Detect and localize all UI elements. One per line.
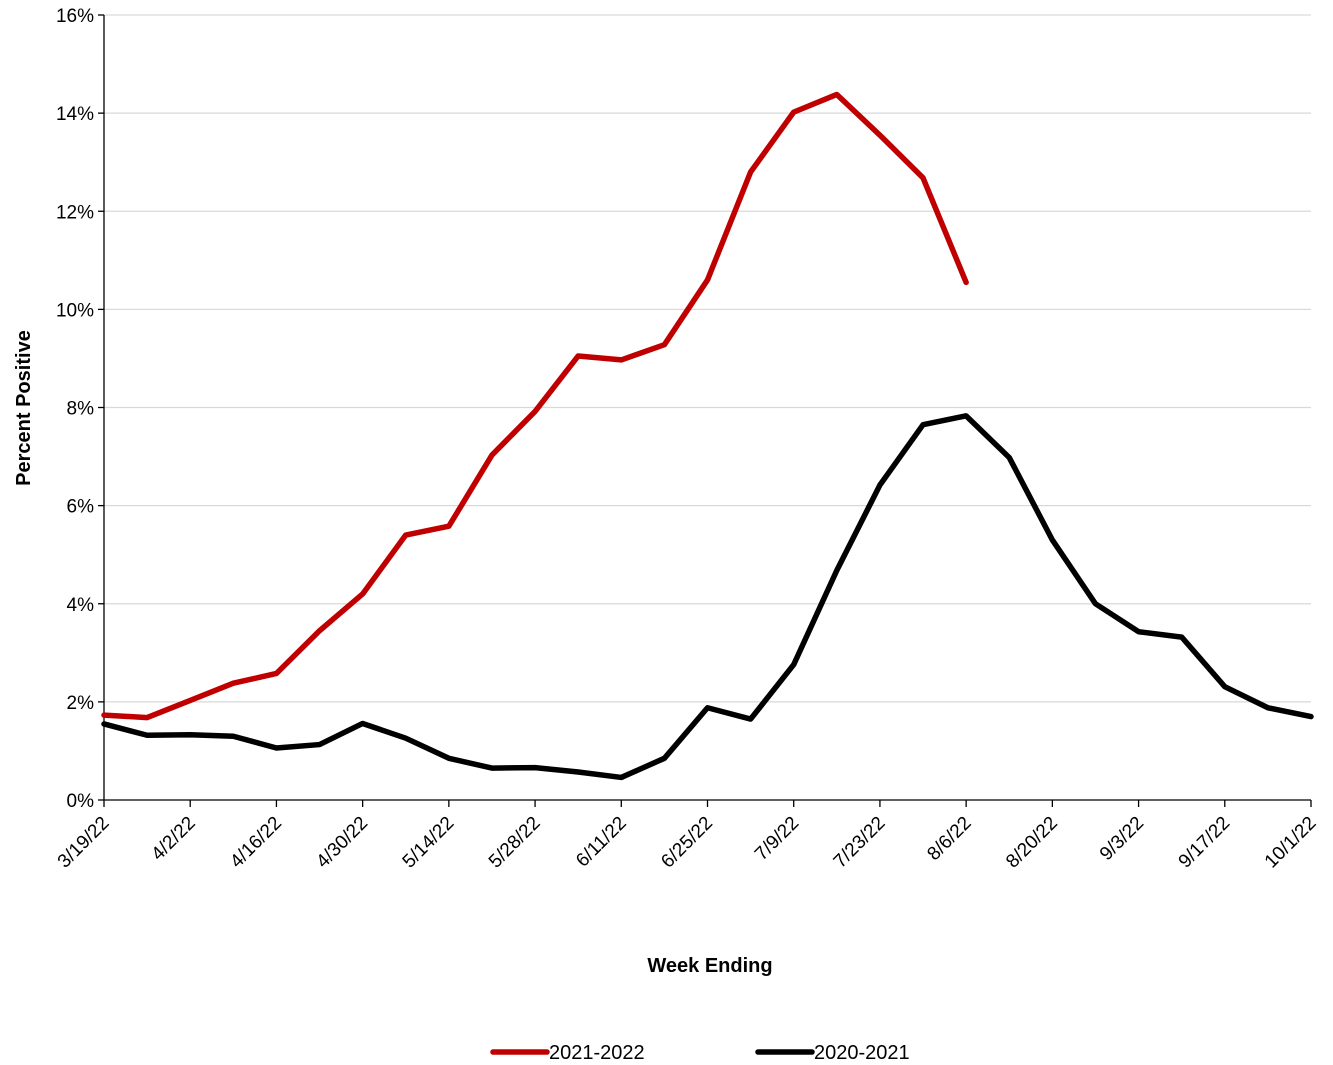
x-tick-label: 10/1/22 [1261, 813, 1321, 873]
x-tick-label: 6/11/22 [572, 813, 631, 872]
x-tick-label: 5/28/22 [485, 813, 545, 873]
series-line-0 [101, 91, 969, 721]
legend-label-0: 2021-2022 [549, 1042, 645, 1064]
series-lines [101, 91, 1314, 781]
x-tick-label: 3/19/22 [54, 813, 114, 873]
y-tick-label: 2% [67, 693, 95, 714]
x-tick-label: 4/2/22 [148, 813, 200, 865]
x-tick-label: 7/9/22 [751, 813, 803, 865]
y-axis-title: Percent Positive [13, 330, 35, 486]
x-tick-label: 5/14/22 [399, 813, 459, 873]
x-axis-title: Week Ending [647, 955, 772, 977]
series-line-1 [101, 413, 1314, 781]
y-tick-label: 0% [67, 791, 95, 812]
y-tick-label: 12% [56, 202, 94, 223]
y-tick-label: 14% [56, 104, 94, 125]
x-tick-label: 6/25/22 [657, 813, 717, 873]
x-tick-label: 4/30/22 [312, 813, 372, 873]
y-tick-label: 6% [67, 497, 95, 518]
y-tick-label: 8% [67, 399, 95, 420]
tick-labels: 0% 2% 4% 6% 8% 10% 12% 14% 16% 3/19/22 4/2/22 4/16/… [54, 6, 1321, 872]
y-tick-label: 16% [56, 6, 94, 27]
gridlines [104, 14, 1311, 703]
y-tick-label: 4% [67, 595, 95, 616]
x-tick-label: 4/16/22 [226, 813, 286, 873]
legend: 2021-2022 2020-2021 [490, 1042, 910, 1064]
x-tick-label: 8/6/22 [923, 813, 975, 865]
x-tick-label: 9/3/22 [1096, 813, 1148, 865]
x-tick-label: 8/20/22 [1002, 813, 1062, 873]
x-tick-label: 7/23/22 [830, 813, 890, 873]
x-tick-label: 9/17/22 [1175, 813, 1235, 873]
y-tick-label: 10% [56, 300, 94, 321]
axes [98, 14, 1312, 807]
legend-label-1: 2020-2021 [814, 1042, 910, 1064]
